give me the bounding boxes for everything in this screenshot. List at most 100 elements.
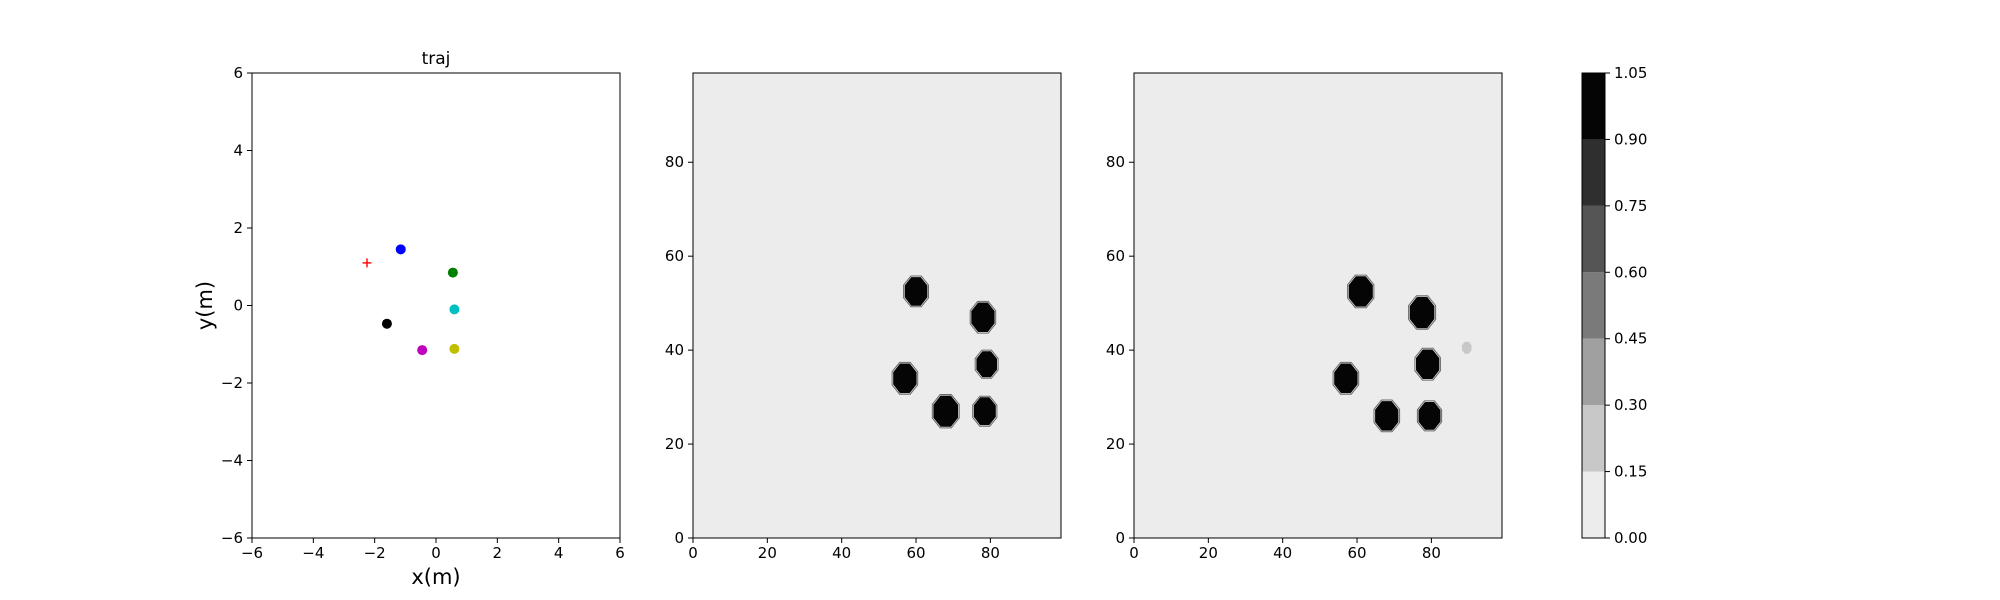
traj-x-tick-label: −2 <box>364 544 386 562</box>
traj-y-tick-label: −2 <box>221 374 243 392</box>
heatmap-1-frame <box>692 72 1062 539</box>
heatmap-2-blob-edge <box>1416 400 1443 432</box>
heatmap-1-blob-edge <box>891 361 919 395</box>
colorbar-tick-label: 0.60 <box>1614 263 1647 281</box>
colorbar-ticks: 0.00 0.15 0.30 0.45 0.60 0.75 0.90 1.05 <box>1605 64 1647 547</box>
colorbar-band <box>1582 338 1605 406</box>
colorbar-frame <box>1581 72 1606 539</box>
traj-title: traj <box>422 49 451 69</box>
colorbar-tick-label: 1.05 <box>1614 64 1647 82</box>
heatmap-2-blob <box>1416 349 1440 379</box>
colorbar-band <box>1582 471 1605 538</box>
heatmap-1-y-tick-label: 60 <box>665 247 684 265</box>
traj-x-tick-label: −6 <box>241 544 263 562</box>
heatmap-panel-1: 0 20 40 60 80 0 20 40 60 80 <box>665 72 1062 562</box>
heatmap-2-background <box>1134 73 1502 538</box>
heatmap-1-blob-edge <box>974 349 999 379</box>
heatmap-1-x-tick-label: 0 <box>688 544 698 562</box>
colorbar-tick-label: 0.30 <box>1614 396 1647 414</box>
heatmap-1-blobs <box>891 275 999 429</box>
heatmap-1-y-tick-label: 0 <box>674 529 684 547</box>
heatmap-2-blob-edge <box>1347 274 1375 309</box>
heatmap-1-blob <box>976 351 997 378</box>
traj-y-tick-label: −6 <box>221 529 243 547</box>
colorbar-tick-label: 0.15 <box>1614 463 1647 481</box>
heatmap-2-y-tick-label: 80 <box>1106 153 1125 171</box>
heatmap-2-blob-edge <box>1332 361 1360 395</box>
heatmap-1-blob-edge <box>903 275 929 308</box>
heatmap-1-y-tick-label: 20 <box>665 435 684 453</box>
heatmap-2-blob <box>1375 401 1399 431</box>
traj-panel: −6 −4 −2 0 2 4 6 −6 −4 −2 0 2 4 6 traj x(m) y(m) <box>193 49 625 589</box>
traj-y-tick-label: 2 <box>233 219 243 237</box>
traj-x-tick-label: 2 <box>493 544 503 562</box>
heatmap-2-blob <box>1461 341 1472 354</box>
traj-goal-plus-marker <box>362 258 372 268</box>
heatmap-panel-2: 0 20 40 60 80 0 20 40 60 80 <box>1106 72 1503 562</box>
traj-y-tick-label: −4 <box>221 452 243 470</box>
colorbar-tick-label: 0.75 <box>1614 197 1647 215</box>
heatmap-2-x-tick-label: 20 <box>1199 544 1218 562</box>
traj-axes-frame <box>251 72 621 539</box>
traj-point <box>447 267 458 278</box>
heatmap-2-blob-edge <box>1414 347 1441 381</box>
colorbar-band <box>1582 405 1605 472</box>
colorbar-band <box>1582 73 1605 140</box>
traj-point <box>395 244 406 255</box>
heatmap-2-x-ticks: 0 20 40 60 80 <box>1129 538 1441 562</box>
heatmap-1-blob-edge <box>931 394 960 429</box>
heatmap-2-blob <box>1418 402 1441 430</box>
traj-x-tick-label: −4 <box>302 544 324 562</box>
heatmap-1-blob <box>971 302 995 332</box>
colorbar-bands <box>1582 73 1605 538</box>
colorbar-band <box>1582 272 1605 339</box>
heatmap-1-blob <box>893 363 917 394</box>
heatmap-2-y-tick-label: 0 <box>1115 529 1125 547</box>
traj-point <box>381 318 392 329</box>
heatmap-2-blob <box>1334 363 1358 394</box>
heatmap-2-frame <box>1133 72 1503 539</box>
traj-y-ticks: −6 −4 −2 0 2 4 6 <box>221 64 252 547</box>
colorbar-band <box>1582 205 1605 273</box>
traj-y-tick-label: 6 <box>233 64 243 82</box>
heatmap-2-y-tick-label: 20 <box>1106 435 1125 453</box>
heatmap-1-y-tick-label: 80 <box>665 153 684 171</box>
heatmap-1-blob <box>904 277 928 306</box>
heatmap-1-x-tick-label: 20 <box>758 544 777 562</box>
colorbar: 0.00 0.15 0.30 0.45 0.60 0.75 0.90 1.05 <box>1581 64 1647 547</box>
traj-y-tick-label: 4 <box>233 142 243 160</box>
traj-point <box>449 304 460 315</box>
heatmap-1-blob-edge <box>969 300 997 334</box>
colorbar-tick-label: 0.90 <box>1614 130 1647 148</box>
traj-x-ticks: −6 −4 −2 0 2 4 6 <box>241 538 625 562</box>
heatmap-1-x-tick-label: 60 <box>906 544 925 562</box>
heatmap-1-blob <box>933 395 959 427</box>
heatmap-1-blob <box>973 397 996 426</box>
traj-y-label: y(m) <box>193 281 217 330</box>
heatmap-1-x-tick-label: 80 <box>981 544 1000 562</box>
heatmap-2-blob <box>1409 296 1435 329</box>
traj-points <box>362 244 460 356</box>
colorbar-tick-label: 0.00 <box>1614 529 1647 547</box>
heatmap-2-blobs <box>1332 274 1472 433</box>
traj-x-tick-label: 6 <box>615 544 625 562</box>
heatmap-2-x-tick-label: 40 <box>1273 544 1292 562</box>
colorbar-band <box>1582 139 1605 206</box>
traj-x-tick-label: 0 <box>431 544 441 562</box>
heatmap-2-y-tick-label: 40 <box>1106 341 1125 359</box>
heatmap-1-x-ticks: 0 20 40 60 80 <box>688 538 1000 562</box>
colorbar-tick-label: 0.45 <box>1614 330 1647 348</box>
heatmap-2-x-tick-label: 60 <box>1347 544 1366 562</box>
traj-y-tick-label: 0 <box>233 297 243 315</box>
heatmap-1-background <box>693 73 1061 538</box>
heatmap-1-x-tick-label: 40 <box>832 544 851 562</box>
traj-point <box>449 343 460 354</box>
traj-point <box>417 345 428 356</box>
heatmap-2-blob-edge <box>1408 295 1437 330</box>
traj-x-tick-label: 4 <box>554 544 564 562</box>
heatmap-1-y-ticks: 0 20 40 60 80 <box>665 153 693 547</box>
heatmap-2-blob-edge <box>1373 399 1401 433</box>
heatmap-1-y-tick-label: 40 <box>665 341 684 359</box>
heatmap-2-blob <box>1348 276 1373 307</box>
